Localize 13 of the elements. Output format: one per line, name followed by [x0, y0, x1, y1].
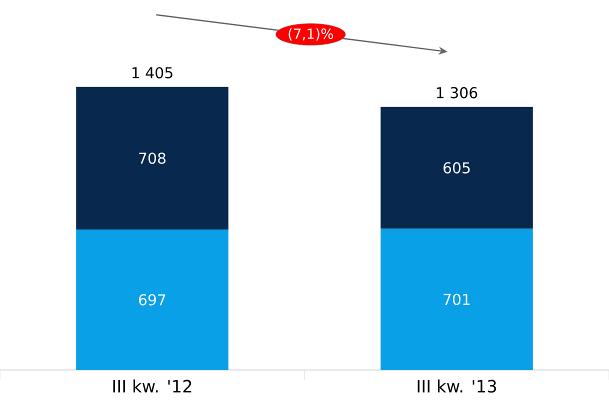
bar — [380, 106, 533, 229]
data-label: 701 — [444, 294, 470, 306]
bar — [76, 86, 228, 230]
x-tick-label: III kw. '13 — [418, 380, 496, 393]
total-label: 1 306 — [437, 87, 478, 98]
bar — [380, 228, 533, 370]
data-label: 605 — [444, 162, 470, 174]
text: (7,1)% — [288, 28, 334, 41]
data-label: 708 — [139, 152, 166, 164]
total-label: 1 405 — [132, 67, 172, 78]
x-tick-label: III kw. '12 — [113, 380, 192, 392]
data-label: 697 — [139, 294, 166, 306]
bar — [76, 230, 228, 370]
